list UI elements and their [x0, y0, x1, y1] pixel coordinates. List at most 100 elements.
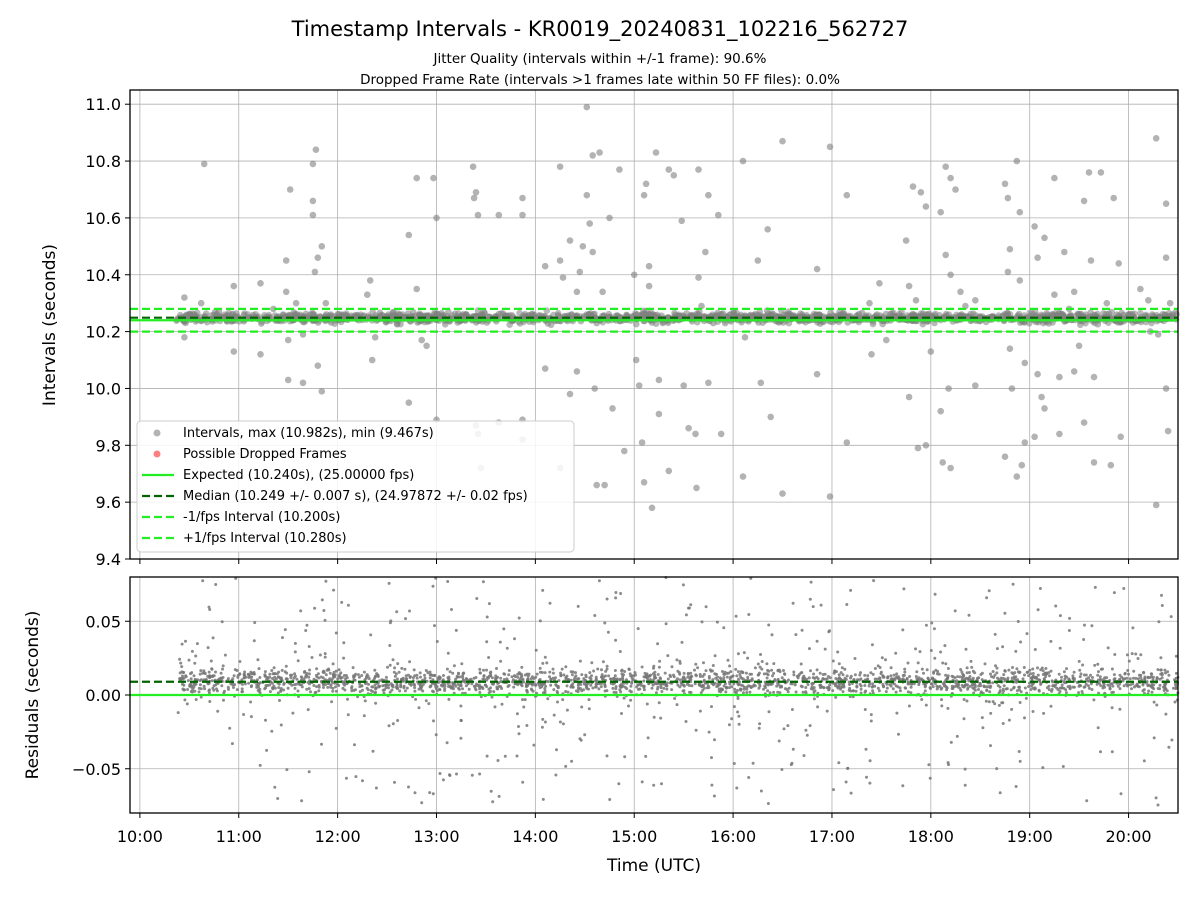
residual-point — [196, 678, 199, 682]
residual-point — [922, 671, 925, 675]
residual-point — [1006, 676, 1010, 680]
residual-point — [734, 614, 738, 618]
residual-point — [713, 738, 716, 742]
residual-point — [438, 687, 441, 691]
residual-point — [495, 685, 499, 689]
residual-point — [253, 621, 257, 625]
residual-point — [857, 678, 861, 682]
upper-y-tick-label: 9.4 — [96, 550, 121, 569]
interval-point — [757, 379, 765, 387]
residual-point — [726, 658, 730, 662]
interval-point — [680, 382, 687, 389]
residual-point — [677, 671, 681, 675]
residual-point — [209, 659, 213, 663]
interval-point — [245, 314, 252, 321]
residual-point — [1047, 674, 1051, 678]
x-tick-label: 19:00 — [1007, 827, 1053, 846]
residual-point — [402, 684, 406, 688]
residual-point — [964, 683, 967, 687]
residual-point — [599, 685, 603, 689]
residual-point — [306, 708, 310, 712]
residual-point — [619, 592, 623, 595]
residual-point — [1163, 668, 1167, 672]
residual-point — [1041, 766, 1045, 770]
residual-point — [863, 673, 867, 677]
residual-point — [513, 674, 516, 678]
residual-point — [1098, 675, 1102, 679]
residual-point — [1087, 684, 1090, 688]
residual-point — [398, 689, 402, 693]
interval-point — [318, 243, 326, 250]
residual-point — [780, 685, 784, 689]
residual-point — [517, 732, 521, 736]
residual-point — [185, 702, 189, 706]
residual-point — [871, 689, 875, 693]
residual-point — [821, 673, 825, 676]
residual-point — [1157, 620, 1161, 624]
residual-point — [1063, 681, 1067, 685]
residual-point — [279, 723, 283, 727]
residual-point — [858, 682, 862, 686]
interval-point — [902, 237, 910, 244]
residual-point — [1019, 640, 1023, 644]
residual-point — [601, 660, 605, 664]
interval-point — [1142, 311, 1150, 319]
residual-point — [186, 688, 190, 691]
residual-point — [589, 677, 593, 681]
residual-point — [603, 621, 607, 625]
residual-point — [453, 682, 456, 686]
residual-point — [361, 688, 364, 692]
residual-point — [570, 673, 574, 677]
residual-point — [409, 675, 412, 679]
residual-point — [290, 673, 294, 677]
residual-point — [706, 684, 710, 688]
residual-point — [369, 633, 373, 637]
residual-point — [1111, 684, 1115, 688]
residual-point — [633, 671, 637, 675]
residual-point — [543, 655, 547, 659]
residual-point — [708, 668, 712, 672]
residual-point — [734, 667, 738, 671]
residual-point — [736, 652, 740, 656]
interval-point — [640, 191, 648, 199]
residual-point — [481, 580, 485, 584]
residual-point — [879, 670, 883, 674]
interval-point — [645, 282, 653, 290]
residual-point — [991, 670, 995, 673]
residual-point — [680, 640, 684, 644]
residual-point — [1118, 687, 1122, 691]
residual-point — [199, 687, 203, 691]
residual-point — [557, 679, 561, 683]
residual-point — [933, 656, 937, 660]
residual-point — [834, 695, 838, 699]
residual-point — [969, 659, 973, 663]
residual-point — [184, 639, 187, 643]
residual-point — [1156, 668, 1160, 672]
residual-point — [202, 684, 206, 688]
interval-point — [258, 320, 265, 327]
residual-point — [538, 619, 542, 623]
interval-point — [200, 160, 208, 168]
residual-point — [415, 676, 419, 680]
residual-point — [1136, 677, 1140, 681]
residual-point — [281, 636, 284, 640]
residual-point — [339, 671, 343, 675]
interval-point — [541, 365, 549, 372]
interval-point — [1097, 169, 1105, 176]
residual-point — [780, 768, 784, 771]
residual-point — [766, 802, 770, 805]
residual-point — [664, 622, 668, 626]
legend-box — [136, 420, 575, 553]
residual-point — [291, 711, 295, 715]
residual-point — [736, 688, 739, 692]
residual-point — [716, 675, 720, 679]
interval-point — [1016, 208, 1024, 216]
interval-point — [678, 217, 685, 225]
residual-point — [933, 592, 937, 596]
residual-point — [1027, 674, 1031, 678]
residual-point — [605, 664, 609, 668]
residual-point — [455, 772, 458, 776]
interval-point — [883, 336, 890, 344]
residual-point — [901, 784, 905, 788]
residual-point — [356, 673, 360, 677]
